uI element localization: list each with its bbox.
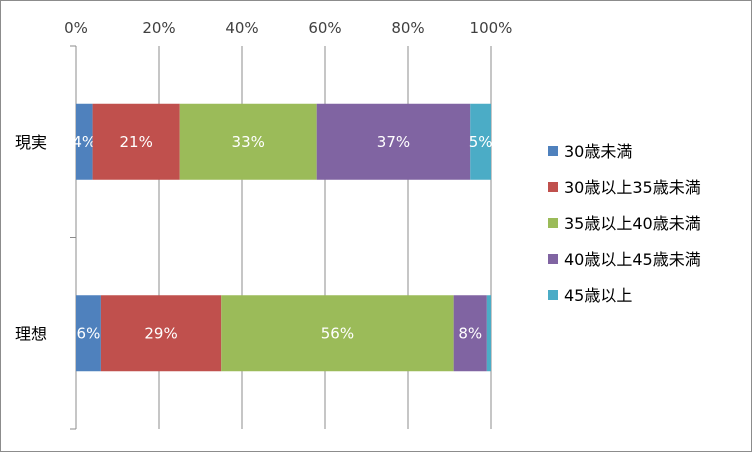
legend-label: 45歳以上 [564, 286, 632, 305]
bar-segment [221, 295, 454, 372]
category-label: 理想 [15, 324, 47, 343]
bar-segment [92, 103, 180, 180]
x-tick-label: 20% [142, 19, 175, 37]
legend-swatch [548, 290, 558, 300]
x-tick-label: 80% [391, 19, 424, 37]
legend-label: 40歳以上45歳未満 [564, 250, 701, 269]
legend-swatch [548, 254, 558, 264]
bar-segment [100, 295, 222, 372]
bar-segment [179, 103, 317, 180]
bar-segment [453, 295, 487, 372]
category-label: 現実 [15, 133, 47, 152]
legend-label: 35歳以上40歳未満 [564, 214, 701, 233]
data-label: 6% [77, 324, 101, 342]
data-label: 4% [72, 133, 96, 151]
legend-label: 30歳以上35歳未満 [564, 178, 701, 197]
x-tick-label: 100% [470, 19, 513, 37]
bar-segment [76, 295, 101, 372]
data-label: 8% [458, 324, 482, 342]
data-label: 5% [469, 133, 493, 151]
bar-segment [470, 103, 491, 180]
x-tick-label: 60% [308, 19, 341, 37]
bar-segment [316, 103, 471, 180]
legend-swatch [548, 182, 558, 192]
legend-label: 30歳未満 [564, 142, 632, 161]
legend-swatch [548, 218, 558, 228]
data-label: 33% [232, 133, 265, 151]
data-label: 37% [377, 133, 410, 151]
data-label: 21% [120, 133, 153, 151]
bar-segment [486, 295, 491, 372]
x-tick-label: 0% [64, 19, 88, 37]
legend-swatch [548, 146, 558, 156]
x-tick-label: 40% [225, 19, 258, 37]
data-label: 29% [144, 324, 177, 342]
data-label: 56% [321, 324, 354, 342]
bar-segment [76, 103, 93, 180]
